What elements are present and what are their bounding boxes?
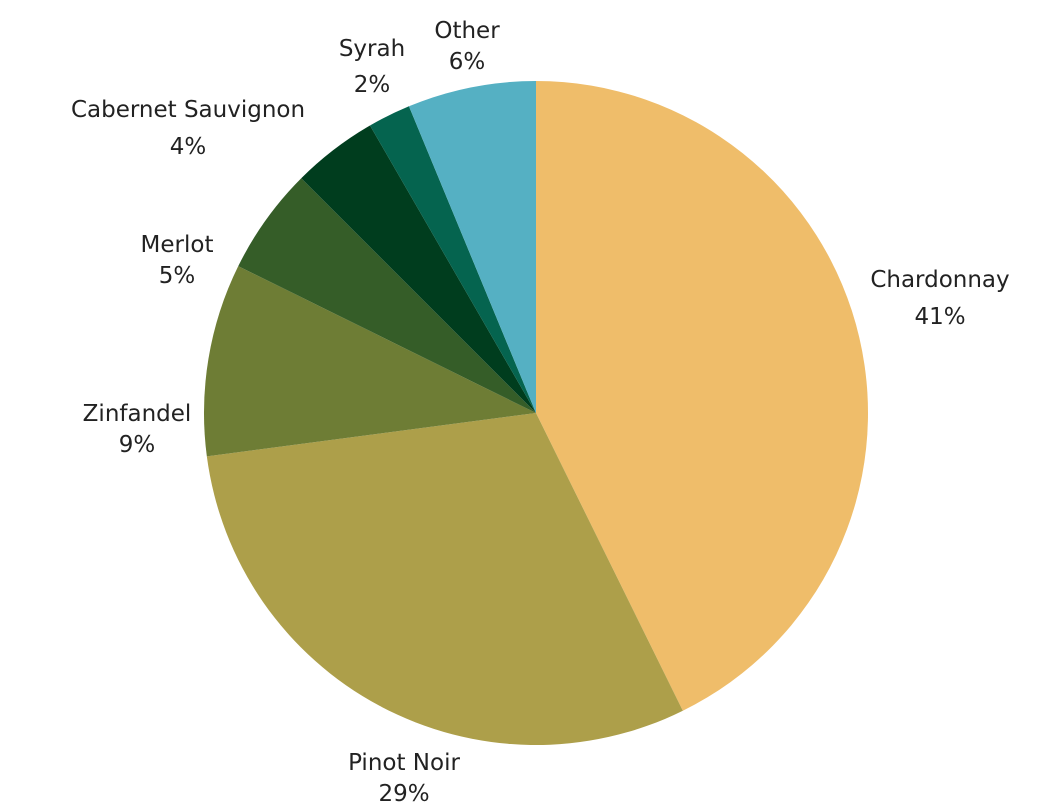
pie-slice-other [408,81,536,413]
slice-value-pinot-noir: 29% [378,781,429,807]
pie-labels: Chardonnay 41% Pinot Noir 29% Zinfandel 9% Mer… [71,18,1010,807]
slice-value-zinfandel: 9% [119,432,156,458]
slice-label-chardonnay: Chardonnay [870,267,1009,293]
pie-slice-merlot [238,178,536,413]
pie-slice-chardonnay [536,81,868,711]
slice-value-cabernet-sauvignon: 4% [170,134,207,160]
slice-value-syrah: 2% [354,72,391,98]
pie-slice-zinfandel [204,266,537,457]
slice-label-cabernet-sauvignon: Cabernet Sauvignon [71,97,305,123]
slice-label-merlot: Merlot [141,232,214,258]
pie-slice-syrah [370,106,536,413]
slice-label-other: Other [434,18,500,44]
slice-value-merlot: 5% [159,263,196,289]
slice-label-pinot-noir: Pinot Noir [348,750,460,776]
pie-slice-pinot-noir [206,413,683,746]
slice-label-syrah: Syrah [339,36,405,62]
pie-slice-cabernet-sauvignon [301,125,536,414]
pie-slices [204,81,868,746]
slice-value-chardonnay: 41% [914,304,965,330]
slice-value-other: 6% [449,49,486,75]
slice-label-zinfandel: Zinfandel [83,401,192,427]
